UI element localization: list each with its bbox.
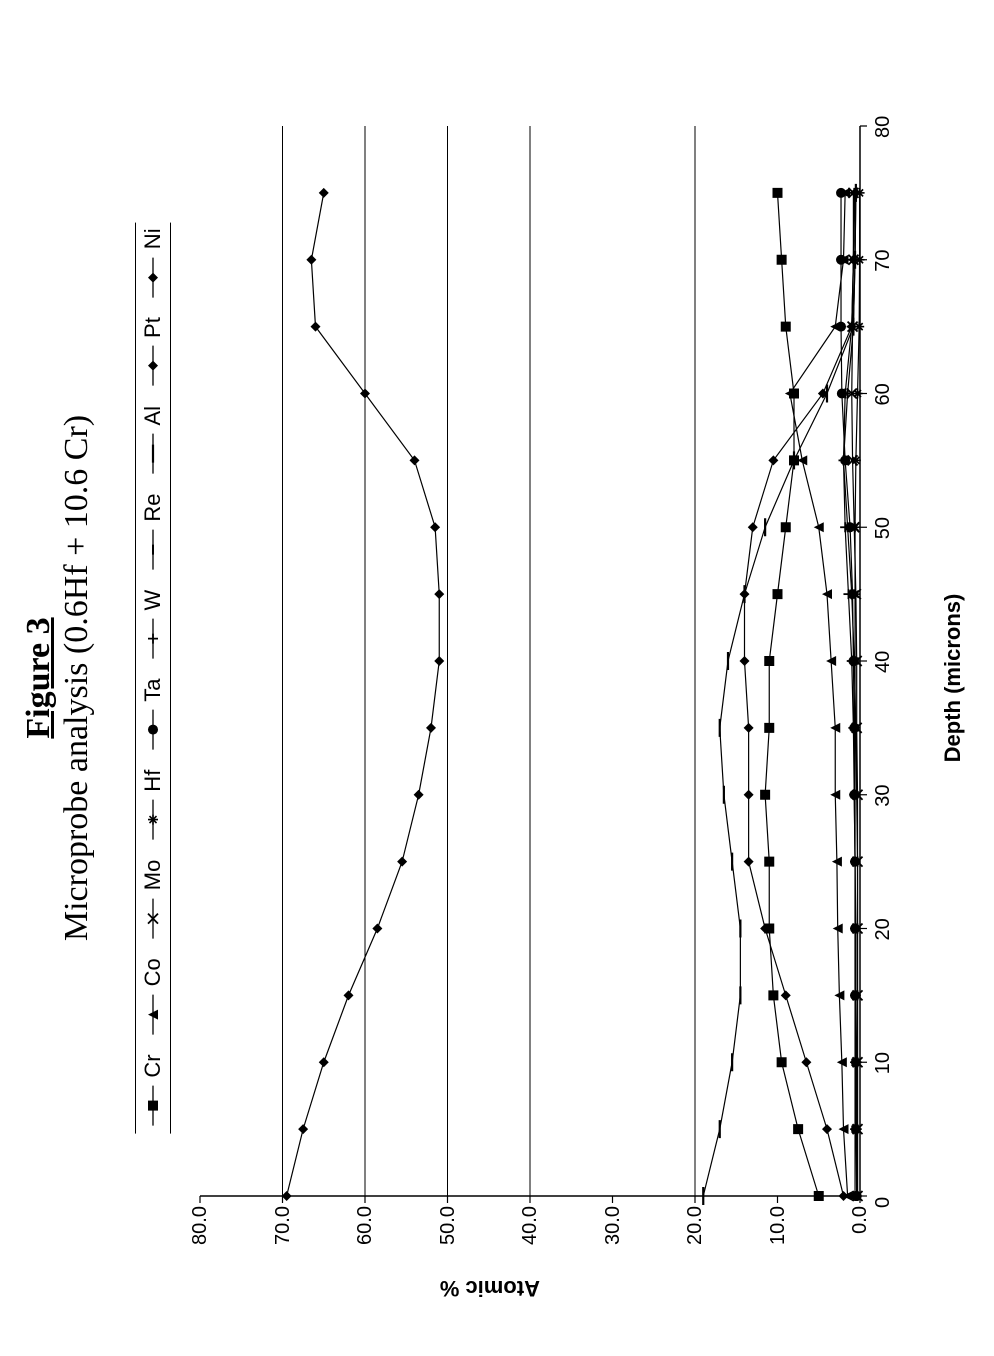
legend-label-Re: Re [140, 494, 166, 522]
x-tick-label: 60 [872, 383, 895, 405]
legend-label-Mo: Mo [140, 860, 166, 891]
legend-label-W: W [140, 590, 166, 611]
plot-area [190, 116, 890, 1236]
y-tick-label: 60.0 [354, 1206, 377, 1261]
legend-item-Pt: Pt [140, 317, 166, 388]
legend-item-Cr: Cr [140, 1054, 166, 1127]
legend-item-Co: Co [140, 958, 166, 1036]
figure-title-block: Figure 3 Microprobe analysis (0.6Hf + 10… [20, 0, 96, 1356]
legend-label-Cr: Cr [140, 1054, 166, 1077]
x-tick-label: 10 [872, 1052, 895, 1074]
y-axis-title: Atomic % [440, 1275, 540, 1301]
plot-svg [190, 116, 890, 1236]
x-tick-label: 20 [872, 918, 895, 940]
x-tick-label: 80 [872, 116, 895, 138]
legend-item-Re: Re [140, 494, 166, 572]
legend-label-Pt: Pt [140, 317, 166, 338]
page-stage: Figure 3 Microprobe analysis (0.6Hf + 10… [0, 0, 994, 1356]
chart-legend: Cr Co Mo Hf Ta W Re Al Pt Ni [135, 222, 171, 1133]
series-W [839, 188, 862, 1201]
x-tick-label: 40 [872, 651, 895, 673]
y-tick-label: 0.0 [849, 1206, 872, 1261]
legend-item-Al: Al [140, 406, 166, 476]
legend-item-Mo: Mo [140, 860, 166, 941]
legend-label-Ta: Ta [140, 678, 166, 701]
legend-label-Co: Co [140, 958, 166, 986]
series-Ni [282, 188, 445, 1201]
x-tick-label: 0 [872, 1197, 895, 1208]
x-axis-title: Depth (microns) [940, 0, 966, 1356]
y-tick-label: 40.0 [519, 1206, 542, 1261]
y-tick-label: 30.0 [602, 1206, 625, 1261]
figure-label: Figure 3 [20, 0, 58, 1356]
legend-label-Al: Al [140, 406, 166, 426]
legend-label-Hf: Hf [140, 770, 166, 792]
landscape-canvas: Figure 3 Microprobe analysis (0.6Hf + 10… [0, 0, 994, 1356]
y-tick-label: 50.0 [437, 1206, 460, 1261]
series-Co [785, 188, 853, 1201]
legend-item-Hf: Hf [140, 770, 166, 842]
y-tick-label: 20.0 [684, 1206, 707, 1261]
legend-item-Ta: Ta [140, 678, 166, 751]
y-tick-label: 80.0 [189, 1206, 212, 1261]
x-tick-label: 70 [872, 250, 895, 272]
x-tick-label: 50 [872, 517, 895, 539]
series-Cr [760, 188, 824, 1201]
series-Pt [740, 188, 861, 1201]
legend-label-Ni: Ni [140, 228, 166, 249]
x-tick-label: 30 [872, 785, 895, 807]
legend-item-Ni: Ni [140, 228, 166, 299]
y-tick-label: 70.0 [272, 1206, 295, 1261]
legend-item-W: W [140, 590, 166, 661]
figure-subtitle: Microprobe analysis (0.6Hf + 10.6 Cr) [58, 0, 96, 1356]
y-tick-label: 10.0 [767, 1206, 790, 1261]
